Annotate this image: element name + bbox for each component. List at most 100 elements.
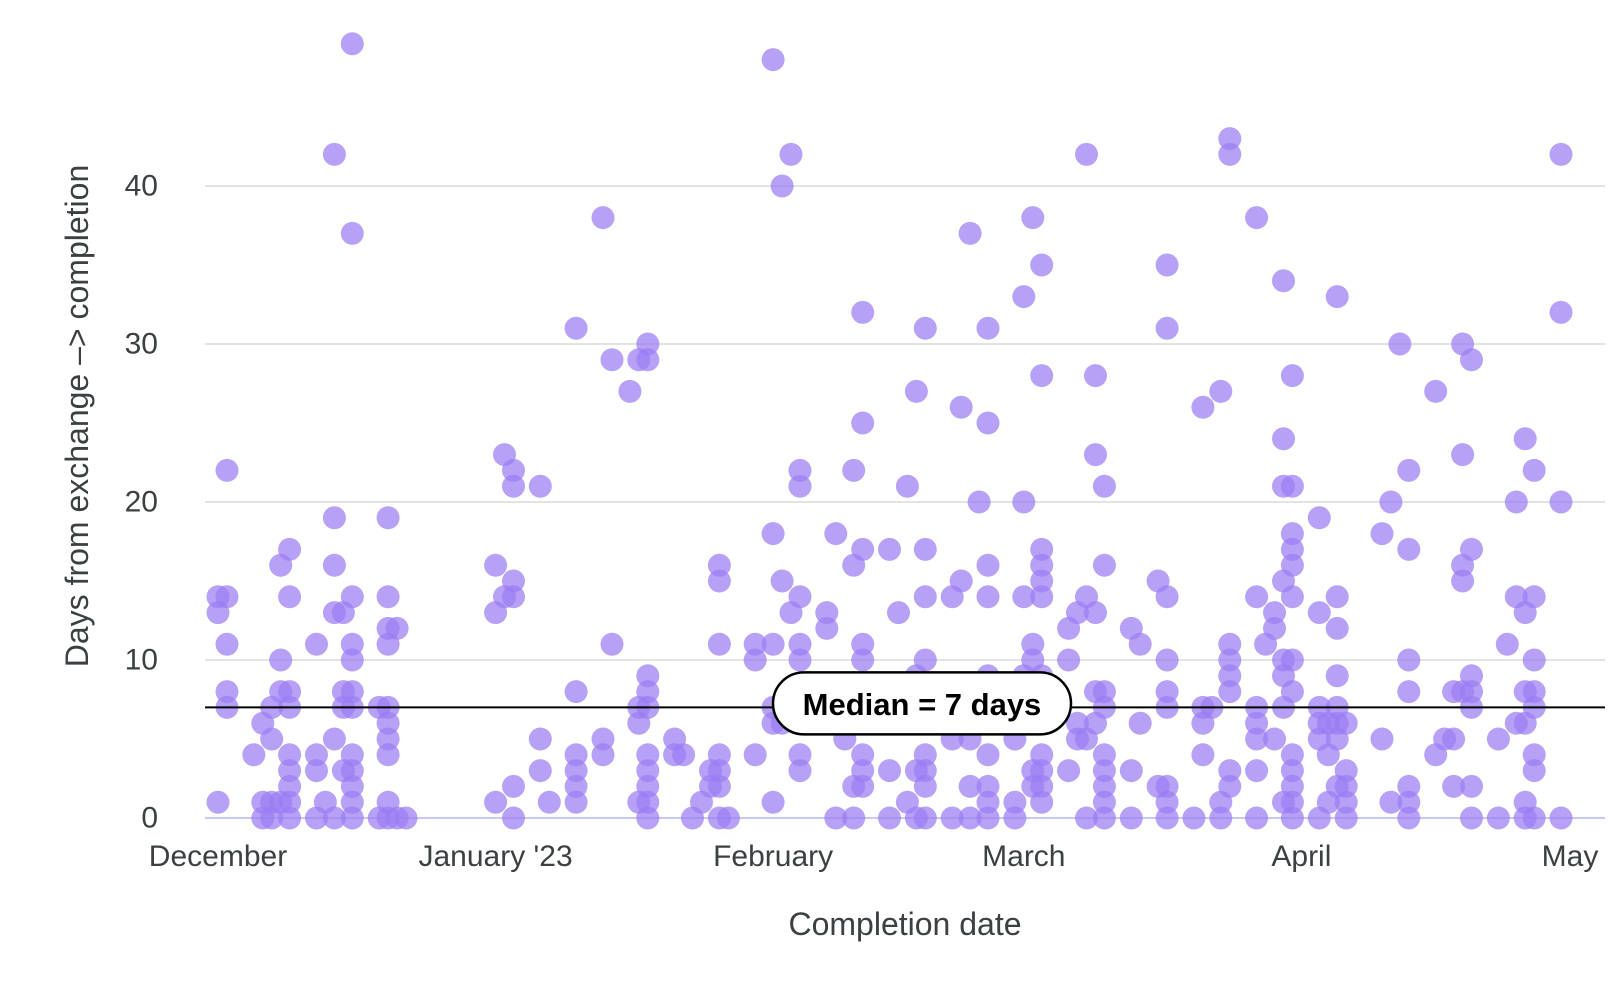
data-point bbox=[215, 632, 239, 656]
data-point bbox=[1460, 664, 1483, 688]
data-point bbox=[1280, 585, 1304, 609]
data-point bbox=[591, 727, 615, 751]
data-point bbox=[976, 790, 1000, 814]
data-point bbox=[851, 300, 875, 324]
data-point bbox=[1280, 774, 1304, 798]
data-point bbox=[1218, 632, 1242, 656]
data-point bbox=[1155, 806, 1179, 830]
data-point bbox=[967, 490, 991, 514]
data-point bbox=[1325, 585, 1349, 609]
data-point bbox=[1522, 806, 1546, 830]
data-point bbox=[1442, 774, 1466, 798]
data-point bbox=[1549, 300, 1573, 324]
data-point bbox=[976, 553, 1000, 577]
data-point bbox=[1092, 474, 1116, 498]
data-point bbox=[1021, 632, 1045, 656]
data-point bbox=[340, 632, 364, 656]
data-point bbox=[1030, 553, 1054, 577]
data-point bbox=[600, 348, 624, 372]
data-point bbox=[958, 806, 982, 830]
data-point bbox=[842, 458, 866, 482]
data-point bbox=[913, 316, 937, 340]
data-point bbox=[1522, 585, 1546, 609]
data-point bbox=[788, 585, 812, 609]
data-point bbox=[887, 601, 910, 625]
data-point bbox=[1084, 443, 1107, 467]
data-point bbox=[305, 632, 328, 656]
x-tick-label: March bbox=[982, 840, 1065, 873]
data-point bbox=[949, 569, 973, 593]
data-point bbox=[1272, 427, 1295, 451]
data-point bbox=[1442, 727, 1466, 751]
data-point bbox=[1397, 790, 1421, 814]
data-point bbox=[1334, 806, 1358, 830]
data-point bbox=[618, 379, 642, 403]
data-point bbox=[1549, 490, 1573, 514]
data-point bbox=[564, 759, 588, 783]
data-point bbox=[1030, 569, 1054, 593]
data-point bbox=[322, 142, 346, 166]
data-point bbox=[672, 743, 696, 767]
data-point bbox=[958, 221, 982, 245]
data-point bbox=[976, 585, 1000, 609]
data-point bbox=[1155, 253, 1179, 277]
data-point bbox=[1092, 553, 1116, 577]
data-point bbox=[322, 553, 346, 577]
data-point bbox=[716, 806, 740, 830]
data-point bbox=[1460, 774, 1483, 798]
data-point bbox=[1191, 395, 1215, 419]
data-point bbox=[376, 506, 400, 530]
data-point bbox=[1092, 743, 1116, 767]
data-point bbox=[1218, 648, 1242, 672]
data-point bbox=[788, 648, 812, 672]
data-point bbox=[528, 474, 552, 498]
x-axis-ticks: December January '23 February March April May bbox=[149, 840, 1599, 873]
data-point bbox=[761, 522, 785, 546]
data-point bbox=[770, 569, 794, 593]
data-point bbox=[322, 727, 346, 751]
data-point bbox=[1397, 806, 1421, 830]
data-point bbox=[1370, 522, 1394, 546]
data-point bbox=[1030, 790, 1054, 814]
data-point bbox=[278, 806, 302, 830]
data-point bbox=[1030, 537, 1054, 561]
data-point bbox=[564, 680, 588, 704]
data-point bbox=[1209, 806, 1233, 830]
data-point bbox=[340, 743, 364, 767]
data-point bbox=[1245, 806, 1269, 830]
data-point bbox=[278, 790, 302, 814]
data-point bbox=[1182, 806, 1206, 830]
data-point bbox=[1218, 142, 1242, 166]
data-point bbox=[502, 569, 525, 593]
data-point bbox=[1155, 648, 1179, 672]
data-point bbox=[1092, 759, 1116, 783]
data-point bbox=[1263, 727, 1286, 751]
data-point bbox=[1325, 664, 1349, 688]
data-point bbox=[761, 790, 785, 814]
data-point bbox=[1460, 680, 1483, 704]
data-point bbox=[394, 806, 418, 830]
data-point bbox=[878, 537, 901, 561]
data-point bbox=[340, 585, 364, 609]
data-point bbox=[484, 790, 508, 814]
data-point bbox=[940, 806, 964, 830]
x-tick-label: February bbox=[713, 840, 833, 873]
data-point bbox=[788, 759, 812, 783]
data-point bbox=[976, 774, 1000, 798]
data-point bbox=[1263, 616, 1286, 640]
data-point bbox=[1549, 142, 1573, 166]
data-point bbox=[1280, 759, 1304, 783]
data-point bbox=[788, 458, 812, 482]
data-point bbox=[707, 759, 731, 783]
data-point bbox=[636, 759, 660, 783]
data-point bbox=[636, 680, 660, 704]
data-point bbox=[1397, 537, 1421, 561]
data-point bbox=[537, 790, 561, 814]
y-tick-label: 30 bbox=[125, 328, 158, 361]
data-point bbox=[591, 743, 615, 767]
data-point bbox=[376, 585, 400, 609]
data-point bbox=[1003, 790, 1027, 814]
data-point bbox=[1397, 680, 1421, 704]
data-point bbox=[215, 680, 239, 704]
